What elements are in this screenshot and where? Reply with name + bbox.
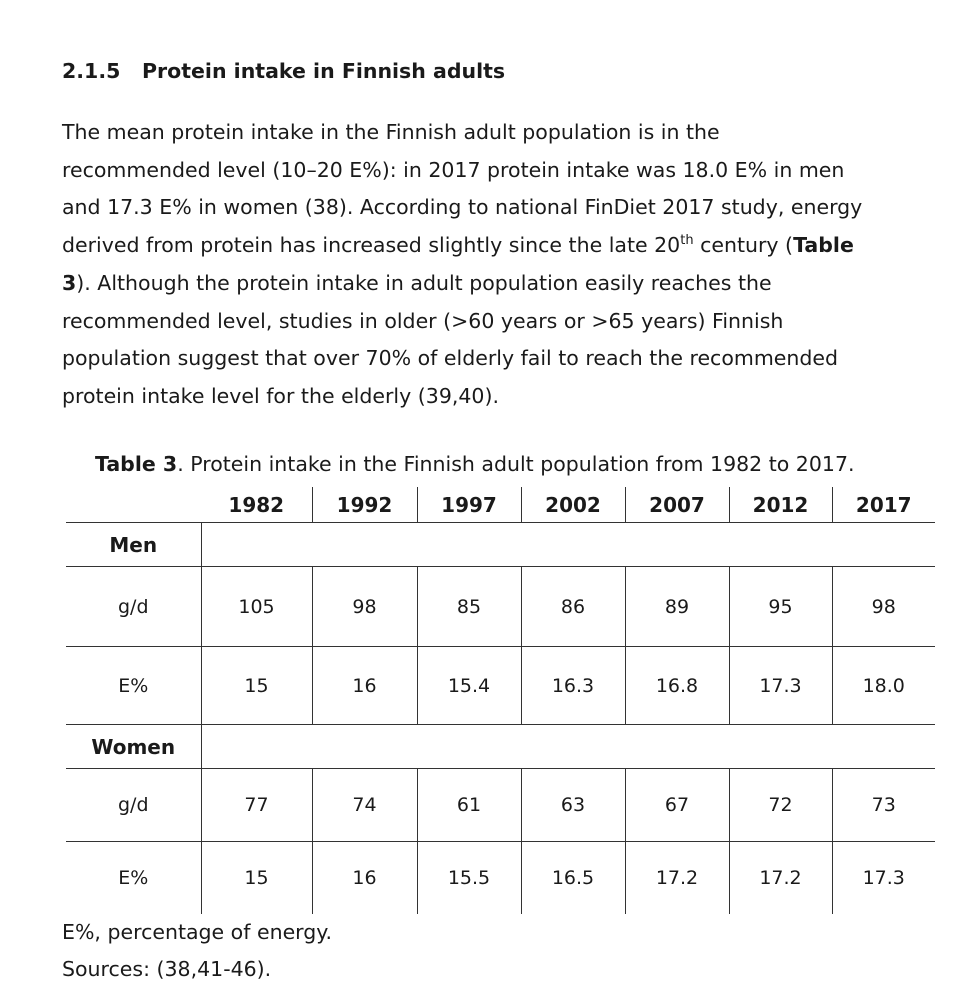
text: population suggest that over 70% of elde… <box>62 346 839 371</box>
cell: 17.2 <box>729 841 833 914</box>
table-caption: Table 3. Protein intake in the Finnish a… <box>95 452 855 476</box>
paragraph: The mean protein intake in the Finnish a… <box>62 114 862 416</box>
cell: 85 <box>417 566 522 647</box>
cell: 18.0 <box>832 646 935 725</box>
cell: 67 <box>625 768 730 842</box>
text: derived from protein has increased sligh… <box>62 233 681 258</box>
cell: 63 <box>521 768 626 842</box>
cell: 74 <box>312 768 418 842</box>
group-fill <box>201 724 935 769</box>
text: and 17.3 E% in women (38). According to … <box>62 195 863 220</box>
cell: 98 <box>312 566 418 647</box>
cell: 72 <box>729 768 833 842</box>
column-header: 2012 <box>728 487 832 523</box>
table-ref[interactable]: Table <box>793 233 854 258</box>
column-header: 1992 <box>311 487 417 523</box>
cell: 15.4 <box>417 646 522 725</box>
column-header: 1997 <box>416 487 521 523</box>
text: recommended level, studies in older (>60… <box>62 308 784 333</box>
column-header: 2002 <box>520 487 625 523</box>
row-label: E% <box>66 841 202 914</box>
cell: 17.3 <box>862 866 905 889</box>
group-fill <box>201 522 935 567</box>
cell: 15 <box>201 841 313 914</box>
footnote: Sources: (38,41-46). <box>62 957 272 981</box>
group-label: Women <box>66 724 202 769</box>
data-row: g/d 77 74 61 63 67 72 73 <box>66 768 935 842</box>
column-header: 1982 <box>201 487 312 523</box>
cell: 16.8 <box>625 646 730 725</box>
caption-text: . Protein intake in the Finnish adult po… <box>177 452 855 476</box>
text: protein intake level for the elderly (39… <box>62 383 499 408</box>
cell: 73 <box>832 768 935 842</box>
cell: 15 <box>201 646 313 725</box>
cell: 105 <box>201 566 313 647</box>
cell: 61 <box>417 768 522 842</box>
table: 1982 1992 1997 2002 2007 2012 2017 Men g/d 105 98 8… <box>66 487 935 914</box>
caption-label: Table 3 <box>95 452 178 476</box>
text: ). Although the protein intake in adult … <box>76 270 772 295</box>
cell: 17.2 <box>625 841 730 914</box>
cell: 16.3 <box>521 646 626 725</box>
cell: 15.5 <box>417 841 522 914</box>
group-row: Men <box>66 522 935 567</box>
cell: 17.3 <box>729 646 833 725</box>
data-row: g/d 105 98 85 86 89 95 98 <box>66 566 935 647</box>
cell: 95 <box>729 566 833 647</box>
group-row: Women <box>66 724 935 769</box>
cell: 86 <box>521 566 626 647</box>
cell: 98 <box>832 566 935 647</box>
cell: 77 <box>201 768 313 842</box>
header-row: 1982 1992 1997 2002 2007 2012 2017 <box>66 487 935 523</box>
corner-cell <box>66 487 201 523</box>
text: The mean protein intake in the Finnish a… <box>62 120 720 144</box>
section-title: Protein intake in Finnish adults <box>142 59 506 83</box>
group-label: Men <box>66 522 202 567</box>
superscript: th <box>680 233 694 249</box>
column-header: 2017 <box>831 487 935 523</box>
footnote: E%, percentage of energy. <box>62 920 332 944</box>
data-row: E% 15 16 15.5 16.5 17.2 17.2 17.3 <box>66 841 935 914</box>
cell: 16 <box>312 646 418 725</box>
row-label: E% <box>66 646 202 725</box>
text: recommended level (10–20 E%): in 2017 pr… <box>62 157 845 182</box>
row-label: g/d <box>66 566 202 647</box>
cell: 89 <box>625 566 730 647</box>
table-ref[interactable]: 3 <box>62 270 77 295</box>
text: century ( <box>693 233 794 258</box>
data-row: E% 15 16 15.4 16.3 16.8 17.3 18.0 <box>66 646 935 725</box>
cell: 16.5 <box>521 841 626 914</box>
section-heading: 2.1.5 Protein intake in Finnish adults <box>62 59 505 83</box>
cell: 16 <box>312 841 418 914</box>
row-label: g/d <box>66 768 202 842</box>
section-number: 2.1.5 <box>62 59 121 83</box>
column-header: 2007 <box>624 487 729 523</box>
